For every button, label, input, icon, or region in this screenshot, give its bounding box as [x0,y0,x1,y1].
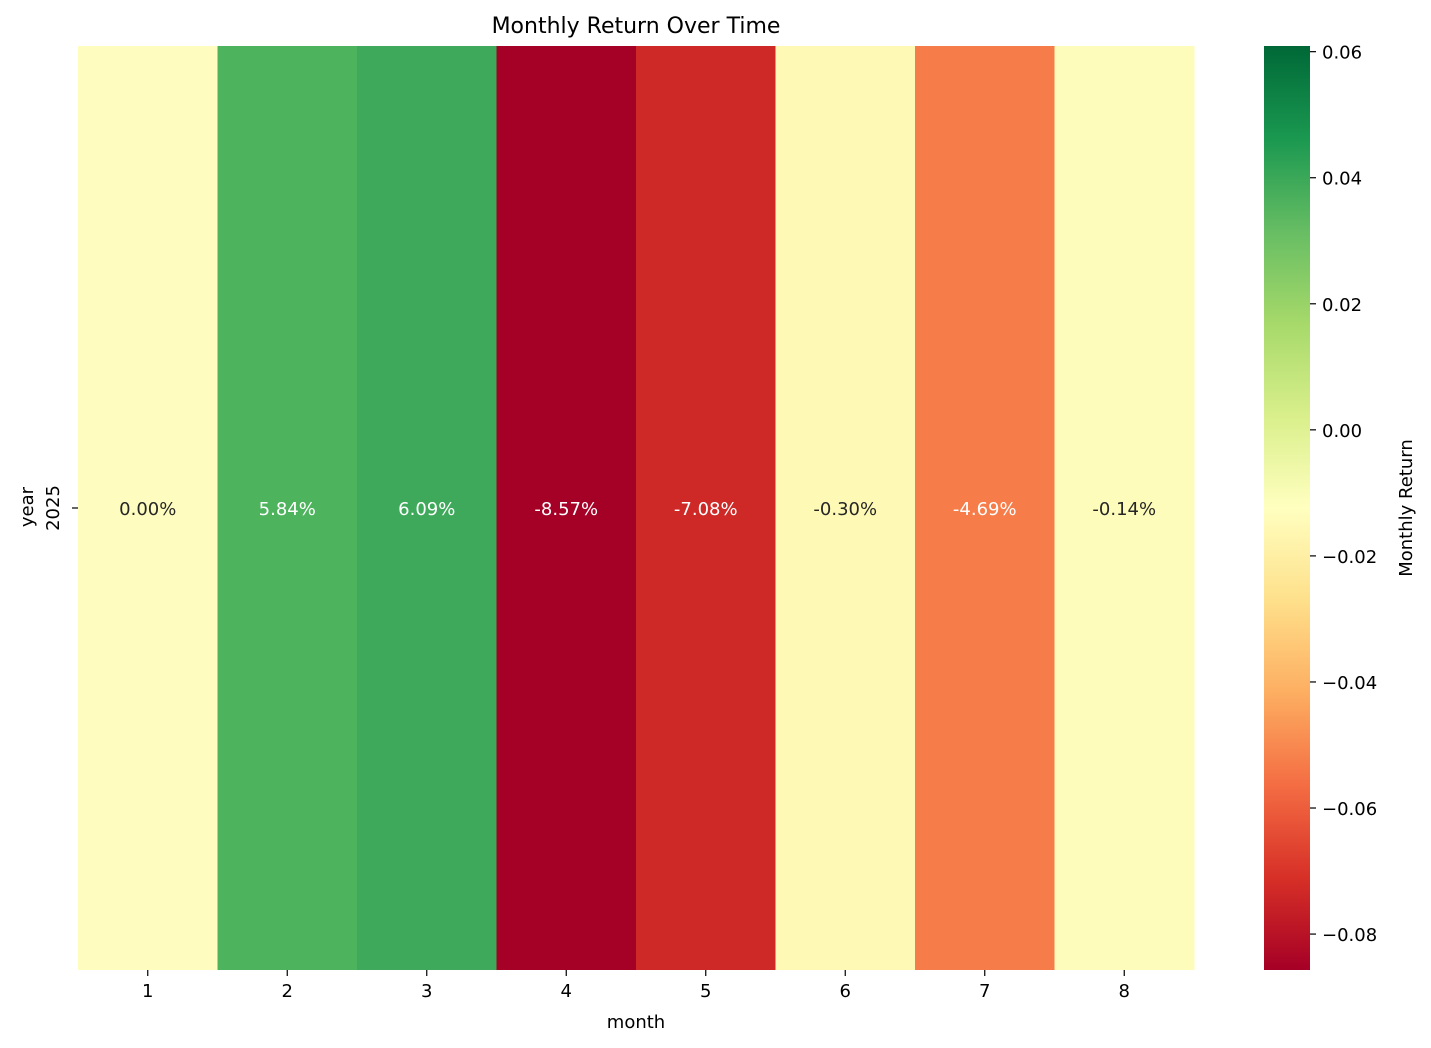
heatmap-cell-6 [775,46,916,970]
x-tick-label: 3 [421,981,432,1002]
y-axis-label: year [17,486,38,527]
cell-value-label-7: -4.69% [953,499,1017,520]
x-tick-label: 5 [700,981,711,1002]
cell-value-label-2: 5.84% [259,499,316,520]
colorbar [1264,46,1310,970]
colorbar-tick-label: 0.00 [1322,421,1362,442]
heatmap-cell-7 [915,46,1055,970]
colorbar-tick-label: 0.04 [1322,169,1362,190]
heatmap-cell-3 [357,46,497,970]
heatmap-cell-4 [496,46,637,970]
colorbar-ticks: −0.08 −0.06 −0.04 −0.02 0.00 0.02 0.04 0.06 [1310,43,1377,946]
x-tick-label: 4 [561,981,572,1002]
y-axis-ticks: 2025 [43,485,78,531]
colorbar-tick-label: −0.08 [1322,925,1377,946]
cell-value-label-6: -0.30% [813,499,877,520]
cell-value-label-5: -7.08% [674,499,738,520]
heatmap-cells: 0.00% 5.84% 6.09% -8.57% -7.08% -0.30% -4.69% -… [78,46,1195,970]
x-tick-label: 8 [1119,981,1130,1002]
x-tick-label: 1 [142,981,153,1002]
y-tick-label: 2025 [43,485,64,531]
colorbar-tick-label: 0.06 [1322,43,1362,64]
cell-value-label-4: -8.57% [534,499,598,520]
heatmap-cell-8 [1054,46,1195,970]
heatmap-cell-5 [636,46,776,970]
x-tick-label: 7 [979,981,990,1002]
cell-value-label-1: 0.00% [119,499,176,520]
x-tick-label: 6 [840,981,851,1002]
x-tick-label: 2 [282,981,293,1002]
colorbar-label: Monthly Return [1396,439,1417,577]
colorbar-tick-label: −0.04 [1322,673,1377,694]
colorbar-tick-label: −0.06 [1322,799,1377,820]
cell-value-label-8: -0.14% [1092,499,1156,520]
chart-title: Monthly Return Over Time [492,14,781,39]
heatmap-cell-1 [78,46,218,970]
x-axis-ticks: 1 2 3 4 5 6 7 8 [142,970,1130,1002]
x-axis-label: month [607,1012,665,1033]
colorbar-tick-label: −0.02 [1322,547,1377,568]
colorbar-tick-label: 0.02 [1322,295,1362,316]
heatmap-cell-2 [217,46,358,970]
cell-value-label-3: 6.09% [398,499,455,520]
